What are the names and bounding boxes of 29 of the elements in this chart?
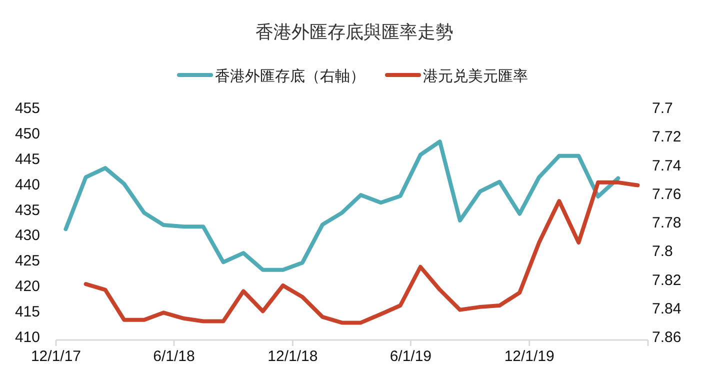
legend-label: 港元兑美元匯率 (423, 68, 528, 85)
y-tick-label: 435 (14, 202, 40, 219)
y2-tick-label: 7.74 (652, 157, 682, 174)
y2-tick-label: 7.84 (652, 300, 682, 318)
y2-tick-label: 7.76 (652, 186, 682, 203)
line-series (84, 180, 640, 325)
y2-tick-label: 7.82 (652, 272, 682, 289)
y-tick-label: 420 (14, 278, 40, 296)
y-tick-label: 450 (14, 125, 40, 142)
legend-label: 香港外匯存底（右軸） (215, 68, 365, 85)
x-tick-label: 12/1/17 (30, 348, 82, 365)
x-tick-label: 12/1/19 (504, 348, 554, 365)
x-tick-label: 6/1/18 (153, 348, 195, 365)
y2-tick-label: 7.78 (652, 214, 682, 232)
y-tick-label: 425 (14, 252, 40, 270)
y2-tick-label: 7.86 (652, 329, 682, 346)
title: 香港外匯存底與匯率走勢 (256, 22, 454, 42)
y2-tick-label: 7.8 (652, 243, 673, 260)
y2-tick-label: 7.7 (652, 100, 673, 117)
y-tick-label: 410 (14, 329, 40, 346)
y-tick-label: 415 (14, 304, 40, 321)
y-tick-label: 430 (14, 227, 40, 244)
x-tick-label: 6/1/19 (390, 348, 432, 365)
y-tick-label: 445 (14, 150, 40, 168)
x-tick-label: 12/1/18 (268, 348, 318, 365)
y2-tick-label: 7.72 (652, 128, 682, 146)
y-tick-label: 455 (14, 100, 40, 117)
y-tick-label: 440 (14, 176, 40, 194)
line-series (64, 140, 620, 272)
